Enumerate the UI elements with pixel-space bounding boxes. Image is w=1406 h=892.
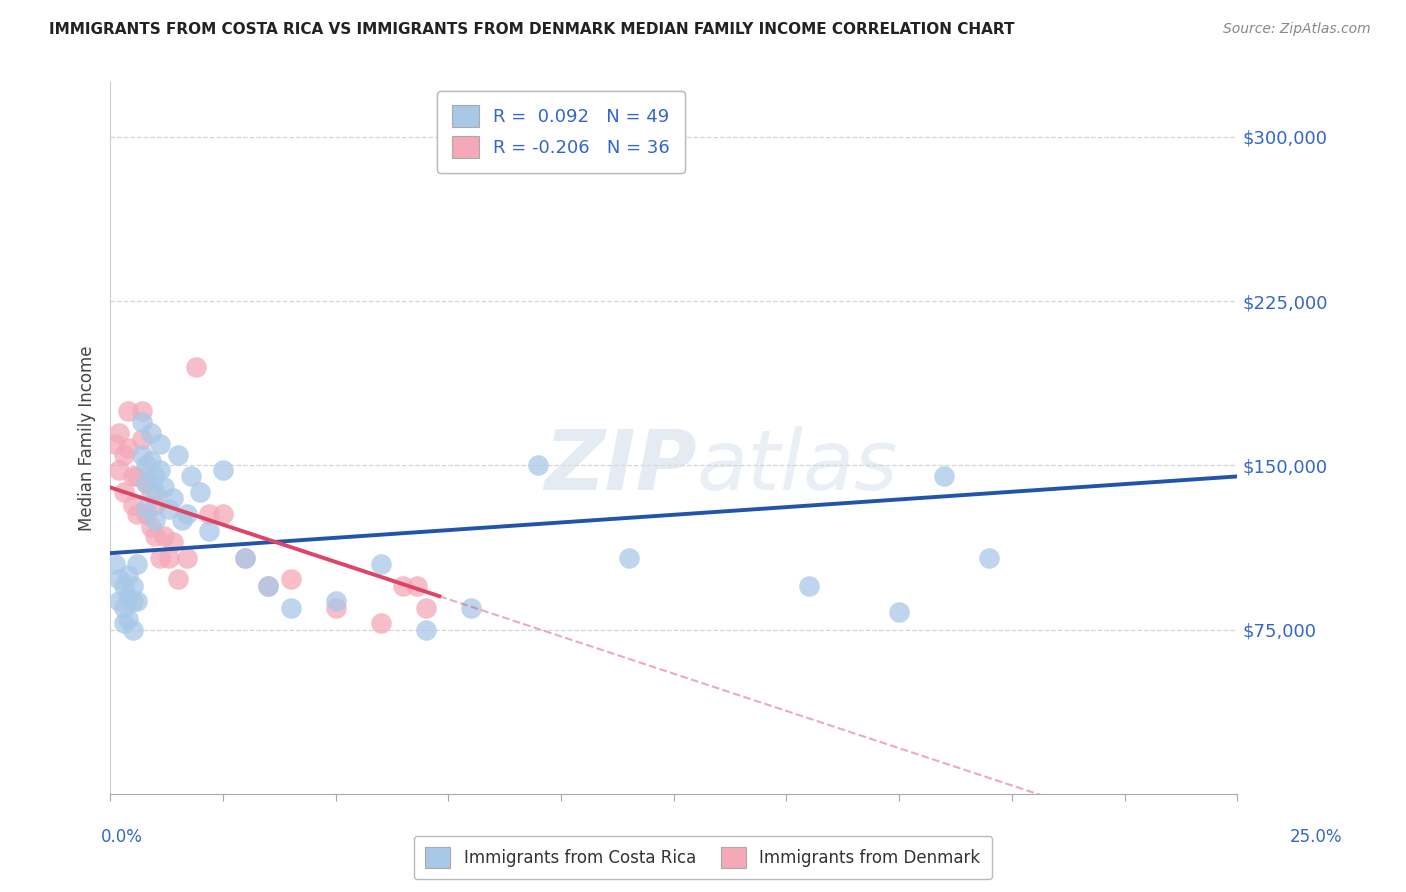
Point (934, 469, 956, 483)
Point (153, 480, 176, 494)
Point (979, 550, 1001, 565)
Point (135, 458, 157, 473)
Legend: R =  0.092   N = 49, R = -0.206   N = 36: R = 0.092 N = 49, R = -0.206 N = 36 (437, 91, 685, 173)
Point (143, 469, 166, 483)
Point (527, 458, 550, 473)
Point (117, 441, 139, 455)
Point (172, 513, 194, 527)
Point (127, 469, 149, 483)
Text: 25.0%: 25.0% (1291, 828, 1343, 846)
Point (143, 513, 166, 527)
Point (135, 475, 157, 490)
Point (162, 535, 184, 549)
Text: ZIP: ZIP (544, 426, 696, 507)
Text: atlas: atlas (696, 426, 898, 507)
Point (143, 528, 166, 542)
Point (135, 502, 157, 516)
Point (112, 448, 135, 462)
Point (121, 469, 143, 483)
Point (149, 436, 172, 450)
Point (325, 594, 347, 608)
Point (198, 524, 221, 539)
Point (415, 601, 437, 615)
Text: IMMIGRANTS FROM COSTA RICA VS IMMIGRANTS FROM DENMARK MEDIAN FAMILY INCOME CORRE: IMMIGRANTS FROM COSTA RICA VS IMMIGRANTS… (49, 22, 1015, 37)
Point (108, 425, 131, 440)
Point (117, 590, 139, 604)
Point (280, 601, 302, 615)
Point (157, 550, 180, 565)
Point (117, 403, 139, 417)
Legend: Immigrants from Costa Rica, Immigrants from Denmark: Immigrants from Costa Rica, Immigrants f… (413, 836, 993, 880)
Point (370, 557, 392, 571)
Point (149, 463, 172, 477)
Point (117, 612, 139, 626)
Point (257, 579, 280, 593)
Point (117, 568, 139, 582)
Point (460, 601, 482, 615)
Point (127, 507, 149, 521)
Point (108, 573, 131, 587)
Point (235, 550, 257, 565)
Point (127, 557, 149, 571)
Point (212, 463, 235, 477)
Point (153, 528, 176, 542)
Point (405, 579, 427, 593)
Point (149, 550, 172, 565)
Y-axis label: Median Family Income: Median Family Income (79, 345, 96, 531)
Point (392, 579, 415, 593)
Point (121, 498, 143, 512)
Point (176, 550, 198, 565)
Point (143, 498, 166, 512)
Point (198, 507, 221, 521)
Point (112, 579, 135, 593)
Point (370, 616, 392, 631)
Point (162, 491, 184, 506)
Point (188, 484, 211, 499)
Point (112, 616, 135, 631)
Point (139, 425, 162, 440)
Point (131, 448, 153, 462)
Text: 0.0%: 0.0% (101, 828, 143, 846)
Point (108, 463, 131, 477)
Point (104, 436, 127, 450)
Point (121, 579, 143, 593)
Point (135, 475, 157, 490)
Point (797, 579, 820, 593)
Point (180, 469, 202, 483)
Point (135, 507, 157, 521)
Point (139, 520, 162, 534)
Point (415, 623, 437, 637)
Point (166, 573, 188, 587)
Point (212, 507, 235, 521)
Point (112, 601, 135, 615)
Point (143, 484, 166, 499)
Point (139, 454, 162, 468)
Point (131, 432, 153, 446)
Point (235, 550, 257, 565)
Text: Source: ZipAtlas.com: Source: ZipAtlas.com (1223, 22, 1371, 37)
Point (166, 448, 188, 462)
Point (325, 601, 347, 615)
Point (889, 605, 911, 619)
Point (127, 594, 149, 608)
Point (157, 502, 180, 516)
Point (176, 507, 198, 521)
Point (257, 579, 280, 593)
Point (280, 573, 302, 587)
Point (139, 484, 162, 499)
Point (112, 484, 135, 499)
Point (617, 550, 640, 565)
Point (104, 557, 127, 571)
Point (131, 403, 153, 417)
Point (108, 594, 131, 608)
Point (184, 359, 207, 374)
Point (121, 594, 143, 608)
Point (131, 415, 153, 429)
Point (121, 623, 143, 637)
